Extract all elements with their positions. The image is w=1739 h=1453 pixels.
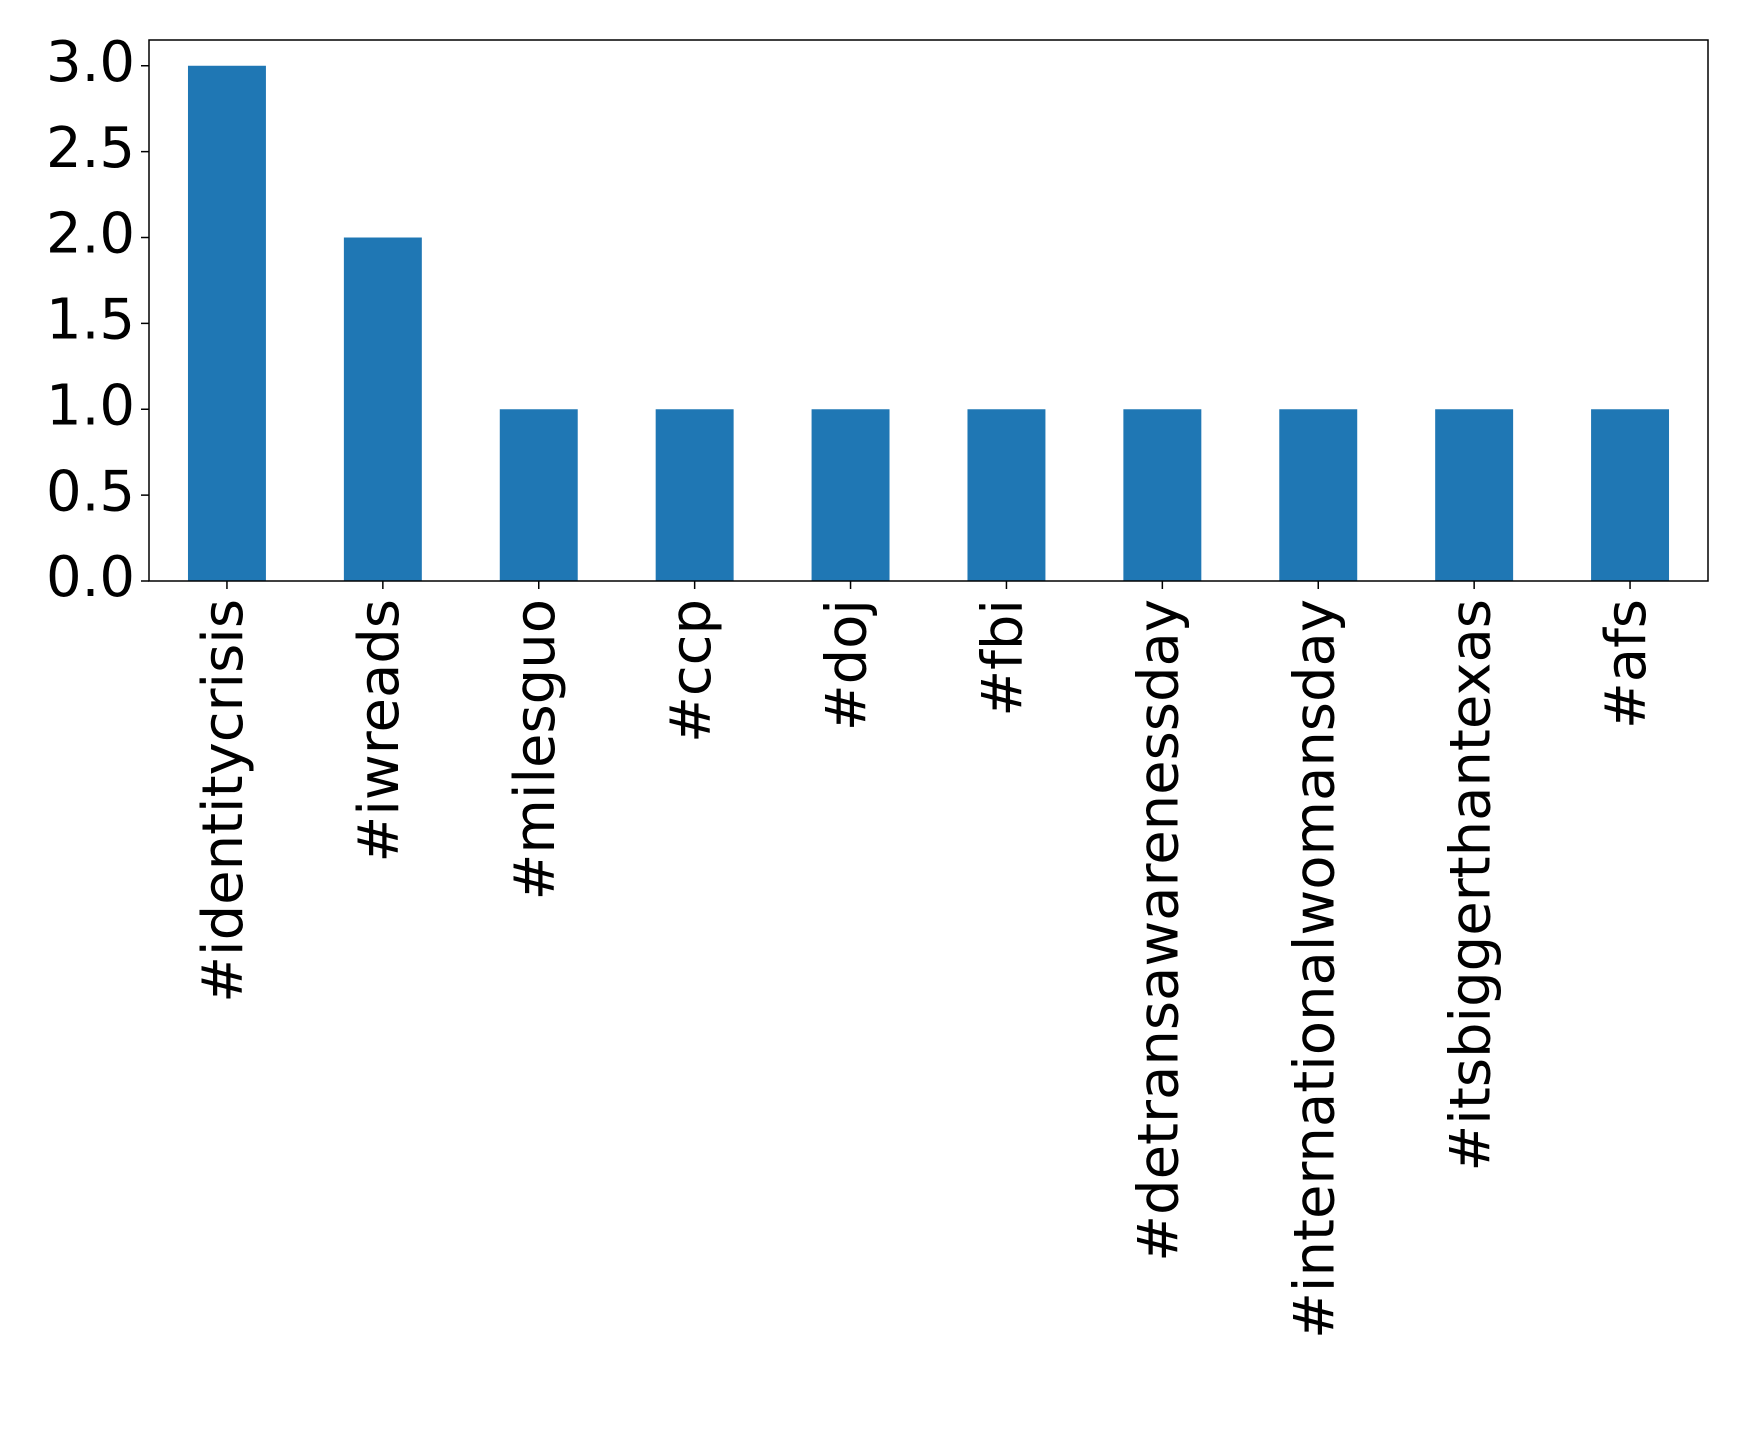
x-tick-label: #milesguo — [503, 599, 568, 901]
x-tick-label: #afs — [1594, 599, 1659, 729]
bar — [1435, 409, 1514, 581]
x-tick-label: #fbi — [971, 599, 1036, 717]
bar — [187, 65, 266, 581]
x-tick-label: #iwreads — [347, 599, 412, 863]
y-tick-label: 0.0 — [46, 545, 135, 610]
bar — [499, 409, 578, 581]
x-tick-label: #identitycrisis — [191, 599, 256, 1003]
bar — [811, 409, 890, 581]
bar — [1279, 409, 1358, 581]
y-tick-label: 0.5 — [46, 459, 135, 524]
x-tick-label: #detransawarenessday — [1126, 599, 1191, 1262]
bar — [1123, 409, 1202, 581]
x-tick-label: #itsbiggerthantexas — [1438, 599, 1503, 1172]
bar — [655, 409, 734, 581]
y-tick-label: 1.0 — [46, 373, 135, 438]
y-tick-label: 1.5 — [46, 288, 135, 353]
x-tick-label: #ccp — [659, 599, 724, 743]
y-tick-label: 2.5 — [46, 116, 135, 181]
x-tick-label: #internationalwomansday — [1282, 599, 1347, 1339]
x-tick-label: #doj — [815, 599, 880, 731]
bar — [967, 409, 1046, 581]
y-tick-label: 3.0 — [46, 30, 135, 95]
bar — [343, 237, 422, 581]
plot-frame — [148, 39, 1709, 582]
y-tick-label: 2.0 — [46, 202, 135, 267]
bar — [1591, 409, 1670, 581]
